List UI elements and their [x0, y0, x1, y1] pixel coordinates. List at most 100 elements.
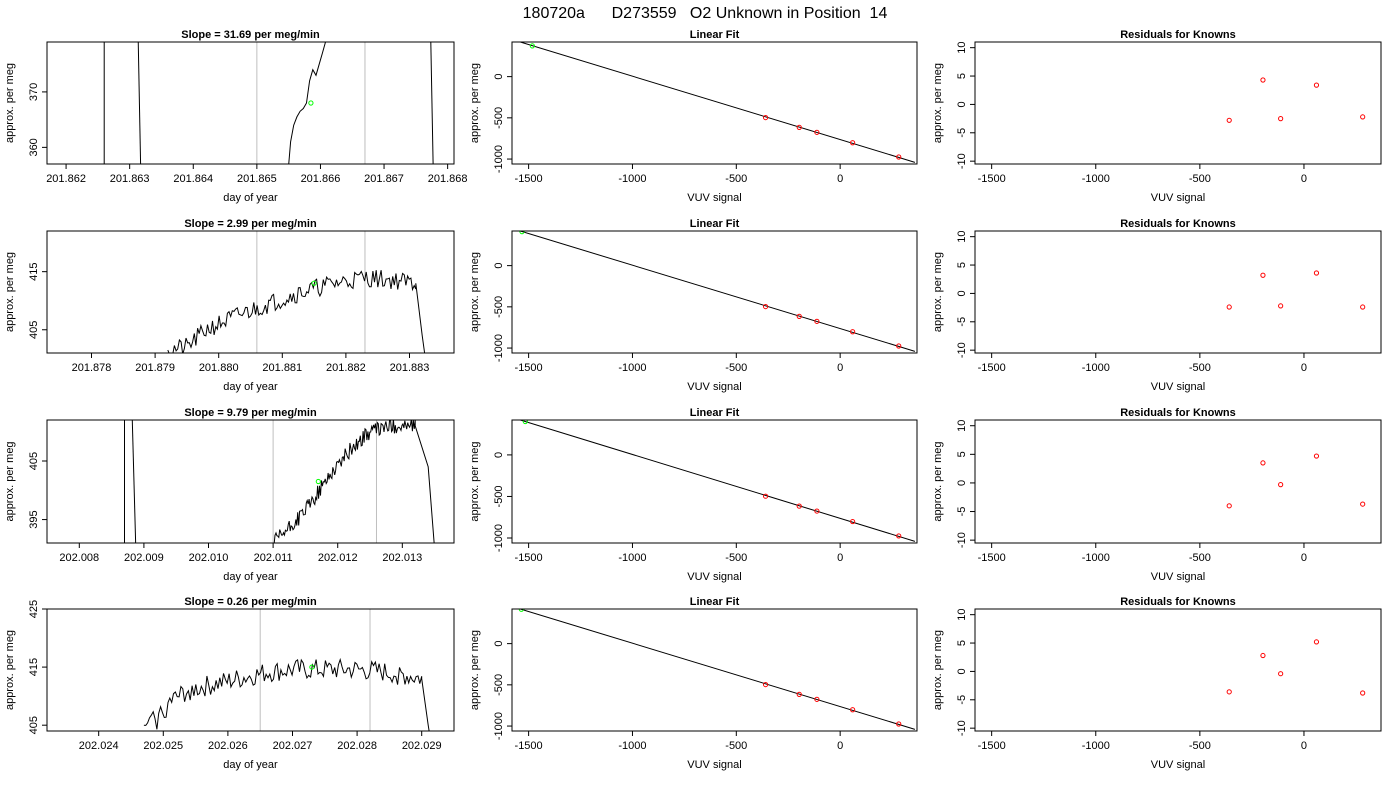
unknown-point	[519, 231, 525, 235]
x-tick-label: -500	[725, 552, 747, 564]
x-tick-label: 202.012	[318, 552, 358, 564]
x-tick-label: 202.008	[59, 552, 99, 564]
y-axis-label: approx. per meg	[932, 630, 944, 710]
plot-frame	[974, 419, 1382, 544]
known-point	[1360, 501, 1366, 507]
known-point	[1360, 114, 1366, 120]
x-tick-label: 0	[837, 740, 843, 752]
known-point	[796, 691, 802, 698]
y-tick-label: 0	[956, 668, 968, 674]
x-axis-label: VUV signal	[687, 192, 741, 204]
plot-frame	[46, 230, 455, 354]
y-tick-label: 0	[493, 263, 505, 269]
y-axis-label: approx. per meg	[932, 441, 944, 521]
x-axis-label: day of year	[223, 759, 278, 771]
panel-title: Linear Fit	[690, 596, 740, 608]
x-tick-label: -500	[1189, 362, 1211, 374]
known-point	[1278, 671, 1284, 677]
plot-area	[1226, 77, 1366, 123]
y-axis-label: approx. per meg	[932, 63, 944, 143]
known-point	[1226, 503, 1232, 509]
x-tick-label: 201.878	[72, 362, 112, 374]
x-tick-label: 201.865	[237, 173, 277, 185]
plot-frame	[511, 608, 918, 732]
y-tick-label: 425	[28, 600, 40, 618]
panel-grid: Slope = 31.69 per meg/min 201.862 201.863 2…	[4, 29, 1382, 771]
y-tick-label: 415	[28, 658, 40, 676]
y-tick-label: 0	[956, 101, 968, 107]
panel-title: Linear Fit	[690, 29, 740, 41]
panel-title: Residuals for Knowns	[1120, 218, 1236, 230]
known-point	[814, 696, 820, 702]
known-point	[1360, 690, 1366, 696]
x-tick-label: 202.009	[124, 552, 164, 564]
known-point	[1313, 453, 1320, 459]
x-tick-label: -1500	[515, 740, 543, 752]
known-point	[1260, 77, 1266, 83]
plot-frame	[974, 608, 1382, 732]
x-tick-label: 201.879	[135, 362, 175, 374]
panel-title: Slope = 31.69 per meg/min	[181, 29, 320, 41]
x-tick-label: 202.027	[273, 740, 313, 752]
known-point	[814, 318, 820, 324]
plot-area	[518, 609, 916, 730]
plot-frame	[511, 419, 918, 544]
x-tick-label: 0	[1301, 552, 1307, 564]
panel-slope-row-2: Slope = 2.99 per meg/min 201.878 201.879 20…	[4, 218, 455, 393]
panel-slope-row-4: Slope = 0.26 per meg/min 202.024 202.025 20…	[4, 596, 455, 771]
y-tick-label: -500	[493, 107, 505, 129]
x-tick-label: -500	[725, 173, 747, 185]
x-tick-label: -500	[1189, 552, 1211, 564]
x-tick-label: -1500	[978, 552, 1006, 564]
known-point	[796, 124, 802, 131]
plot-area	[143, 609, 430, 731]
known-point	[1313, 270, 1320, 276]
x-axis-label: day of year	[223, 192, 278, 204]
y-tick-label: 10	[956, 231, 968, 243]
x-tick-label: 0	[837, 552, 843, 564]
plot-area	[103, 42, 434, 164]
fit-line	[520, 231, 916, 352]
plot-area	[167, 231, 426, 353]
known-point	[1260, 272, 1266, 278]
known-point	[762, 493, 769, 499]
x-tick-label: 0	[1301, 740, 1307, 752]
plot-area	[519, 231, 916, 352]
y-tick-label: 0	[956, 480, 968, 486]
x-tick-label: 202.010	[189, 552, 229, 564]
x-axis-label: day of year	[223, 381, 278, 393]
x-tick-label: 201.880	[199, 362, 239, 374]
known-point	[850, 707, 856, 713]
panel-linear-fit-row-4: Linear Fit -1500 -1000 -500 0 -1000 -500 0 VUV s…	[469, 596, 918, 771]
y-axis-label: approx. per meg	[469, 630, 481, 710]
y-tick-label: -1000	[493, 334, 505, 362]
panel-title: Slope = 2.99 per meg/min	[184, 218, 317, 230]
panel-title: Residuals for Knowns	[1120, 407, 1236, 419]
known-point	[762, 303, 769, 310]
y-tick-label: -10	[956, 532, 968, 548]
plot-frame	[46, 41, 455, 165]
panel-title: Slope = 0.26 per meg/min	[184, 596, 317, 608]
trace-line	[288, 42, 327, 164]
x-tick-label: -1500	[978, 362, 1006, 374]
panel-residuals-row-2: Residuals for Knowns -1500 -1000 -500 0 -10 -5…	[932, 218, 1382, 393]
plot-frame	[46, 608, 455, 732]
trace-line	[143, 657, 430, 731]
y-tick-label: 405	[28, 321, 40, 339]
known-point	[1260, 460, 1266, 466]
panel-slope-row-3: Slope = 9.79 per meg/min 202.008 202.009 20…	[4, 407, 455, 583]
x-tick-label: -1500	[515, 362, 543, 374]
known-point	[1313, 639, 1320, 645]
known-point	[896, 343, 902, 349]
y-tick-label: 10	[956, 609, 968, 621]
unknown-point	[522, 420, 528, 425]
x-tick-label: 202.029	[402, 740, 442, 752]
known-point	[896, 154, 902, 160]
x-tick-label: -1500	[515, 173, 543, 185]
trace-line	[273, 420, 435, 543]
y-tick-label: 395	[28, 510, 40, 528]
plot-frame	[511, 41, 918, 165]
x-tick-label: 201.867	[364, 173, 404, 185]
panel-title: Residuals for Knowns	[1120, 596, 1236, 608]
